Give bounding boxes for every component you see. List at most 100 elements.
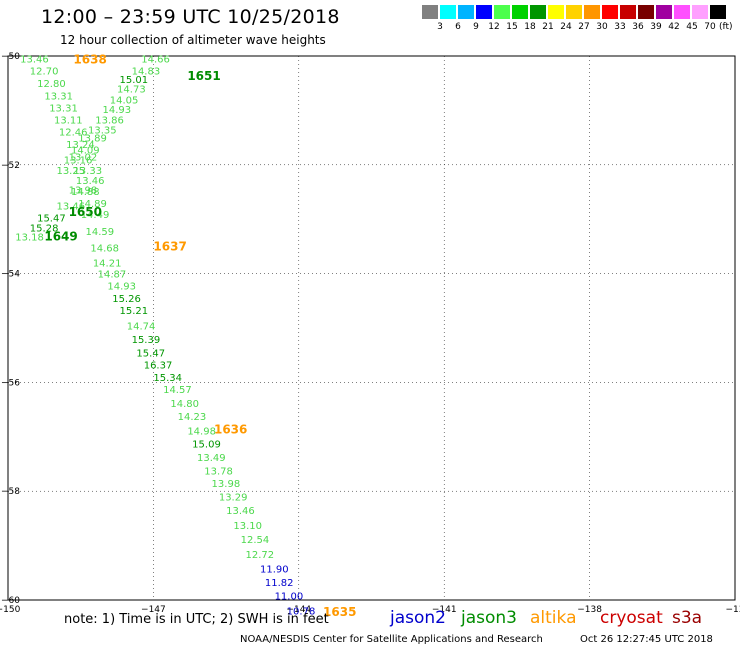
wave-height-label-jason3: 13.24 bbox=[66, 140, 95, 151]
wave-height-label-jason3: 14.80 bbox=[170, 399, 199, 410]
wave-height-label-jason3: 14.49 bbox=[81, 210, 110, 221]
wave-height-label-jason3: 13.49 bbox=[197, 453, 226, 464]
y-tick-label: −56 bbox=[1, 378, 20, 388]
y-tick-label: −54 bbox=[1, 270, 20, 280]
wave-height-label-jason3: 13.31 bbox=[49, 104, 78, 115]
wave-height-label-jason3: 13.86 bbox=[95, 116, 124, 127]
color-key-label: 70 bbox=[704, 22, 716, 32]
color-key-label: 45 bbox=[686, 22, 698, 32]
wave-height-label-jason3: 15.09 bbox=[192, 439, 221, 450]
wave-height-label-jason3: 14.74 bbox=[127, 321, 156, 332]
generation-timestamp: Oct 26 12:27:45 UTC 2018 bbox=[580, 634, 713, 645]
wave-height-label-jason3: 13.11 bbox=[54, 116, 83, 127]
wave-height-label-jason3: 14.66 bbox=[141, 55, 170, 66]
wave-height-label-jason3: 14.23 bbox=[178, 412, 207, 423]
wave-height-label-jason3: 14.89 bbox=[78, 199, 107, 210]
wave-height-label-jason3: 14.93 bbox=[103, 105, 132, 116]
wave-height-label-jason3: 12.70 bbox=[30, 67, 59, 78]
color-key-swatch bbox=[656, 5, 672, 19]
wave-height-label-jason3: 14.83 bbox=[132, 67, 161, 78]
color-key-label: 27 bbox=[578, 22, 590, 32]
wave-height-label-jason3: 12.72 bbox=[245, 550, 274, 561]
wave-height-label-jason3: 13.10 bbox=[233, 521, 262, 532]
y-tick-label: −60 bbox=[1, 596, 20, 606]
color-key-label: 39 bbox=[650, 22, 662, 32]
color-key-label: 12 bbox=[488, 22, 500, 32]
pass-time-label-altika: 1638 bbox=[73, 53, 106, 67]
wave-height-label-jason3: 16.37 bbox=[144, 360, 173, 371]
color-key-swatch bbox=[638, 5, 654, 19]
wave-height-label-jason2: 10.78 bbox=[287, 606, 316, 617]
wave-height-label-jason3: 15.28 bbox=[30, 223, 59, 234]
wave-height-label-jason3: 14.68 bbox=[90, 243, 119, 254]
wave-height-label-jason3: 15.47 bbox=[37, 214, 66, 225]
color-key-label: 36 bbox=[632, 22, 644, 32]
chart-title: 12:00 – 23:59 UTC 10/25/2018 bbox=[41, 6, 340, 28]
color-key-swatch bbox=[566, 5, 582, 19]
wave-height-label-jason3: 13.16 bbox=[64, 155, 93, 166]
color-key-swatch bbox=[692, 5, 708, 19]
x-tick-label: −13 bbox=[726, 605, 740, 615]
x-tick-label: −144 bbox=[286, 605, 311, 615]
wave-height-label-jason3: 12.46 bbox=[59, 128, 88, 139]
wave-height-label-jason3: 13.89 bbox=[78, 134, 107, 145]
wave-height-label-jason3: 14.21 bbox=[93, 259, 122, 270]
pass-time-label-altika: 1637 bbox=[153, 239, 186, 253]
color-key-swatch bbox=[584, 5, 600, 19]
wave-height-label-jason3: 14.73 bbox=[117, 85, 146, 96]
chart-subtitle: 12 hour collection of altimeter wave hei… bbox=[60, 33, 326, 47]
wave-height-label-jason3: 14.88 bbox=[71, 187, 100, 198]
wave-height-label-jason3: 12.80 bbox=[37, 79, 66, 90]
x-tick-label: −150 bbox=[0, 605, 21, 615]
color-key-swatch bbox=[710, 5, 726, 19]
wave-height-label-jason3: 13.46 bbox=[20, 55, 49, 66]
wave-height-label-jason3: 14.57 bbox=[163, 385, 192, 396]
credit-line: NOAA/NESDIS Center for Satellite Applica… bbox=[240, 634, 543, 645]
wave-height-label-jason2: 11.00 bbox=[275, 592, 304, 603]
pass-time-label-altika: 1635 bbox=[323, 605, 356, 619]
wave-height-label-jason3: 13.31 bbox=[44, 92, 73, 103]
wave-height-label-jason3: 15.21 bbox=[119, 306, 148, 317]
color-key-label: 9 bbox=[473, 22, 479, 32]
wave-height-label-jason3: 15.47 bbox=[136, 348, 165, 359]
color-key-label: 21 bbox=[542, 22, 554, 32]
color-key-swatch bbox=[602, 5, 618, 19]
pass-time-label-altika: 1636 bbox=[214, 423, 247, 437]
color-key-label: 18 bbox=[524, 22, 536, 32]
wave-height-label-jason2: 11.82 bbox=[265, 578, 294, 589]
color-key-swatch bbox=[530, 5, 546, 19]
wave-height-label-jason3: 13.46 bbox=[226, 506, 255, 517]
wave-height-label-jason3: 13.78 bbox=[204, 467, 233, 478]
wave-height-label-jason3: 13.46 bbox=[76, 176, 105, 187]
x-tick-label: −147 bbox=[141, 605, 166, 615]
plot-frame bbox=[7, 55, 736, 601]
footnote: note: 1) Time is in UTC; 2) SWH is in fe… bbox=[64, 612, 329, 627]
wave-height-label-jason3: 13.25 bbox=[56, 166, 85, 177]
y-tick-label: −58 bbox=[1, 487, 20, 497]
wave-height-label-jason2: 11.90 bbox=[260, 564, 289, 575]
wave-height-label-jason3: 15.01 bbox=[119, 75, 148, 86]
satellite-legend-jason3: jason3 bbox=[461, 608, 517, 628]
wave-height-label-jason3: 13.46 bbox=[56, 202, 85, 213]
pass-time-label-jason3: 1650 bbox=[69, 205, 102, 219]
wave-height-label-jason3: 13.02 bbox=[69, 153, 98, 164]
wave-height-label-jason3: 15.34 bbox=[153, 373, 182, 384]
wave-height-label-jason3: 14.98 bbox=[187, 426, 216, 437]
pass-time-label-jason3: 1649 bbox=[44, 230, 77, 244]
wave-height-label-jason3: 13.33 bbox=[73, 166, 102, 177]
wave-height-label-jason3: 14.05 bbox=[110, 96, 139, 107]
satellite-legend-jason2: jason2 bbox=[390, 608, 446, 628]
color-key-unit: (ft) bbox=[719, 22, 733, 32]
color-key-swatch bbox=[494, 5, 510, 19]
color-key-label: 15 bbox=[506, 22, 518, 32]
wave-height-label-jason3: 14.59 bbox=[86, 227, 115, 238]
y-tick-label: −52 bbox=[1, 161, 20, 171]
wave-height-label-jason3: 13.98 bbox=[212, 479, 241, 490]
color-key-swatch bbox=[458, 5, 474, 19]
color-key-swatch bbox=[548, 5, 564, 19]
color-key-swatch bbox=[440, 5, 456, 19]
color-key-label: 30 bbox=[596, 22, 608, 32]
color-key-swatch bbox=[620, 5, 636, 19]
pass-time-label-jason3: 1651 bbox=[187, 69, 220, 83]
x-tick-label: −138 bbox=[577, 605, 602, 615]
